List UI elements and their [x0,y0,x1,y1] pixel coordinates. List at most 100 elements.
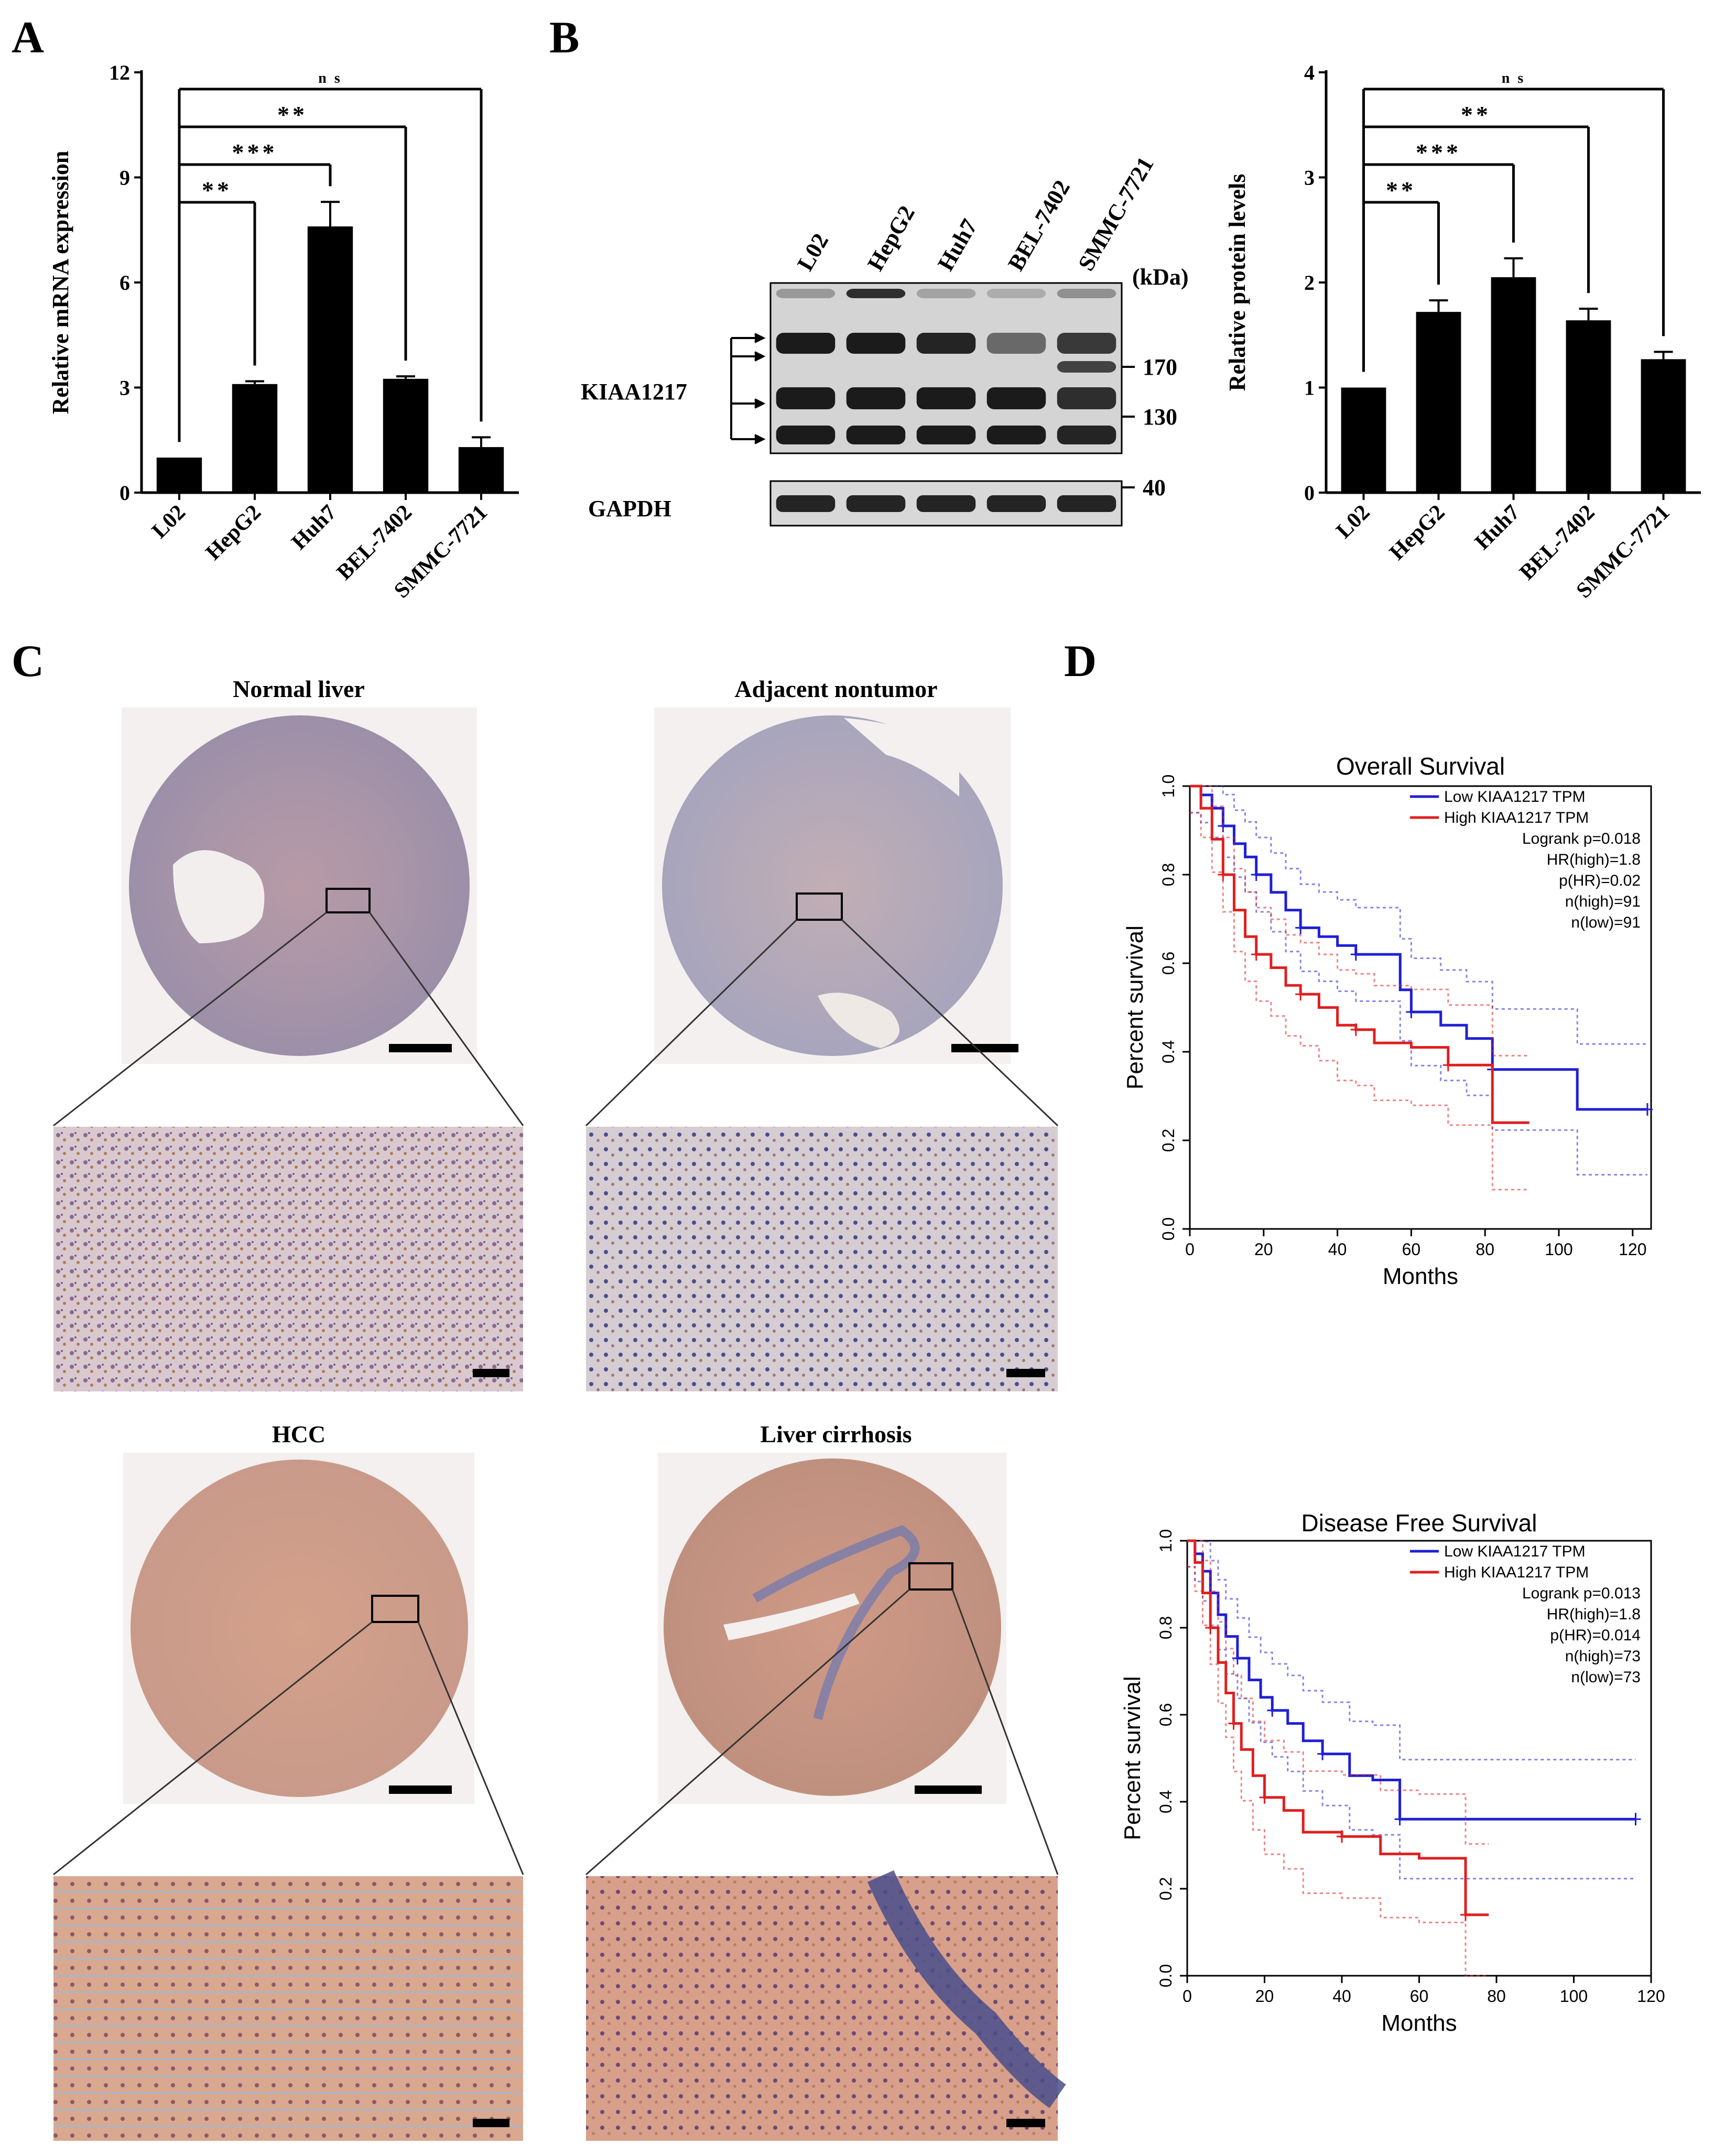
y-tick-label: 0.0 [1159,1217,1178,1240]
panel-letter-a: A [12,12,44,62]
legend-entry: Low KIAA1217 TPM [1444,788,1586,805]
band [916,289,976,298]
band-bracket [730,333,766,444]
y-tick-label: 12 [109,61,130,84]
scale-bar-core-normal [389,1044,452,1052]
y-tick-label: 0.6 [1159,952,1178,975]
survival-curve [1190,785,1529,1124]
y-axis-label: Relative mRNA expression [48,151,73,415]
x-axis-label: Months [1383,1264,1458,1289]
legend-stat: n(low)=73 [1571,1669,1641,1686]
legend-entry: High KIAA1217 TPM [1444,1564,1589,1581]
scale-bar-core-hcc [389,1785,452,1794]
x-tick-label: 20 [1255,1987,1274,2006]
scale-bar-zoom-cirrhosis [1006,2119,1045,2127]
bar-chart-mrna: 0 3 6 9 12 Relative mRNA expression L02 HepG2 Hu… [48,61,519,603]
band [986,426,1046,444]
lane-label: SMMC-7721 [1073,153,1158,275]
y-tick-label: 0.6 [1156,1703,1175,1726]
lane-label: Huh7 [932,214,982,275]
protein-label-gapdh: GAPDH [588,496,671,521]
legend-stat: p(HR)=0.014 [1550,1627,1641,1644]
category-label: Huh7 [1470,500,1525,555]
y-tick-label: 0 [1304,481,1315,505]
y-tick-label: 0.4 [1156,1790,1175,1813]
ci-up [1190,785,1647,1045]
zoom-box-cirrhosis [908,1562,953,1591]
x-tick-label: 100 [1545,1240,1572,1259]
zoom-box-normal [326,888,371,913]
band [776,289,836,298]
tissue-gap [723,1593,860,1640]
legend-entry: High KIAA1217 TPM [1444,809,1589,826]
x-tick-label: 0 [1182,1987,1192,2006]
gapdh-band [1057,495,1116,512]
lane-label: HepG2 [862,201,920,275]
y-tick-label: 0.2 [1159,1129,1178,1152]
x-tick-label: 40 [1332,1987,1351,2006]
tma-core-normal-liver [129,715,470,1056]
y-tick-label: 0.2 [1156,1877,1175,1900]
km-title: Overall Survival [1336,753,1505,780]
km-title: Disease Free Survival [1301,1509,1537,1537]
bar [383,378,429,493]
sig-label: ** [1386,177,1416,203]
sig-label: ** [1461,101,1491,128]
portal-infiltrate [867,1870,1066,2108]
scale-bar-core-adjacent [951,1044,1018,1052]
scale-bar-zoom-adjacent [1006,1369,1045,1377]
y-tick-label: 6 [120,271,130,295]
y-tick-label: 3 [120,376,130,400]
y-tick-label: 3 [1304,166,1315,190]
y-tick-label: 2 [1304,271,1315,295]
bar [1641,359,1686,493]
x-axis-label: Months [1381,2010,1457,2036]
band [846,387,906,409]
bar [1416,312,1461,493]
y-tick-label: 0.0 [1156,1964,1175,1987]
zoom-line-right-adjacent [841,919,1059,1127]
sig-label: n s [318,70,342,86]
bar [1341,387,1386,493]
zoom-micrograph-adjacent-nontumor [586,1127,1058,1391]
km-plot-overall-survival: Overall Survival 0 20 40 60 80 100 120 0.0 0.2 0.4… [1122,753,1653,1289]
ci-up [1187,1540,1489,1845]
y-tick-label: 0.8 [1159,863,1178,886]
y-axis-label: Percent survival [1122,925,1148,1090]
ihc-title-liver-cirrhosis: Liver cirrhosis [760,1421,912,1447]
tma-core-adjacent-nontumor [662,715,1003,1056]
band [1057,387,1116,409]
y-tick-label: 0.4 [1159,1040,1178,1063]
panel-letter-d: D [1064,636,1097,686]
bar-chart-protein: 0 1 2 3 4 Relative protein levels L02 HepG2 Huh7… [1224,61,1701,603]
y-axis-label: Percent survival [1120,1676,1145,1840]
scale-bar-zoom-normal [473,1369,509,1377]
bar [458,447,504,493]
survival-curve [1190,785,1647,1111]
tissue-gap [818,993,899,1048]
x-tick-label: 60 [1402,1240,1421,1259]
x-tick-label: 20 [1254,1240,1273,1259]
x-tick-label: 60 [1410,1987,1429,2006]
zoom-line-left-hcc [53,1621,373,1876]
band [986,333,1046,354]
band [1057,361,1116,373]
ci-lo [1190,812,1529,1191]
zoom-line-right-hcc [417,1621,524,1875]
survival-curve [1187,1539,1636,1821]
band [846,289,906,298]
zoom-line-right-cirrhosis [951,1589,1059,1875]
y-tick-label: 0 [120,481,130,505]
category-label: HepG2 [201,500,266,565]
ihc-title-hcc: HCC [272,1421,326,1447]
marker-170-label: 170 [1143,354,1177,380]
gapdh-bands [776,495,1116,512]
category-label: L02 [1332,500,1375,543]
x-tick-label: 40 [1328,1240,1347,1259]
legend-stat: HR(high)=1.8 [1547,1606,1641,1623]
category-label: HepG2 [1385,500,1449,565]
legend-stat: HR(high)=1.8 [1547,851,1641,868]
band [846,333,906,354]
